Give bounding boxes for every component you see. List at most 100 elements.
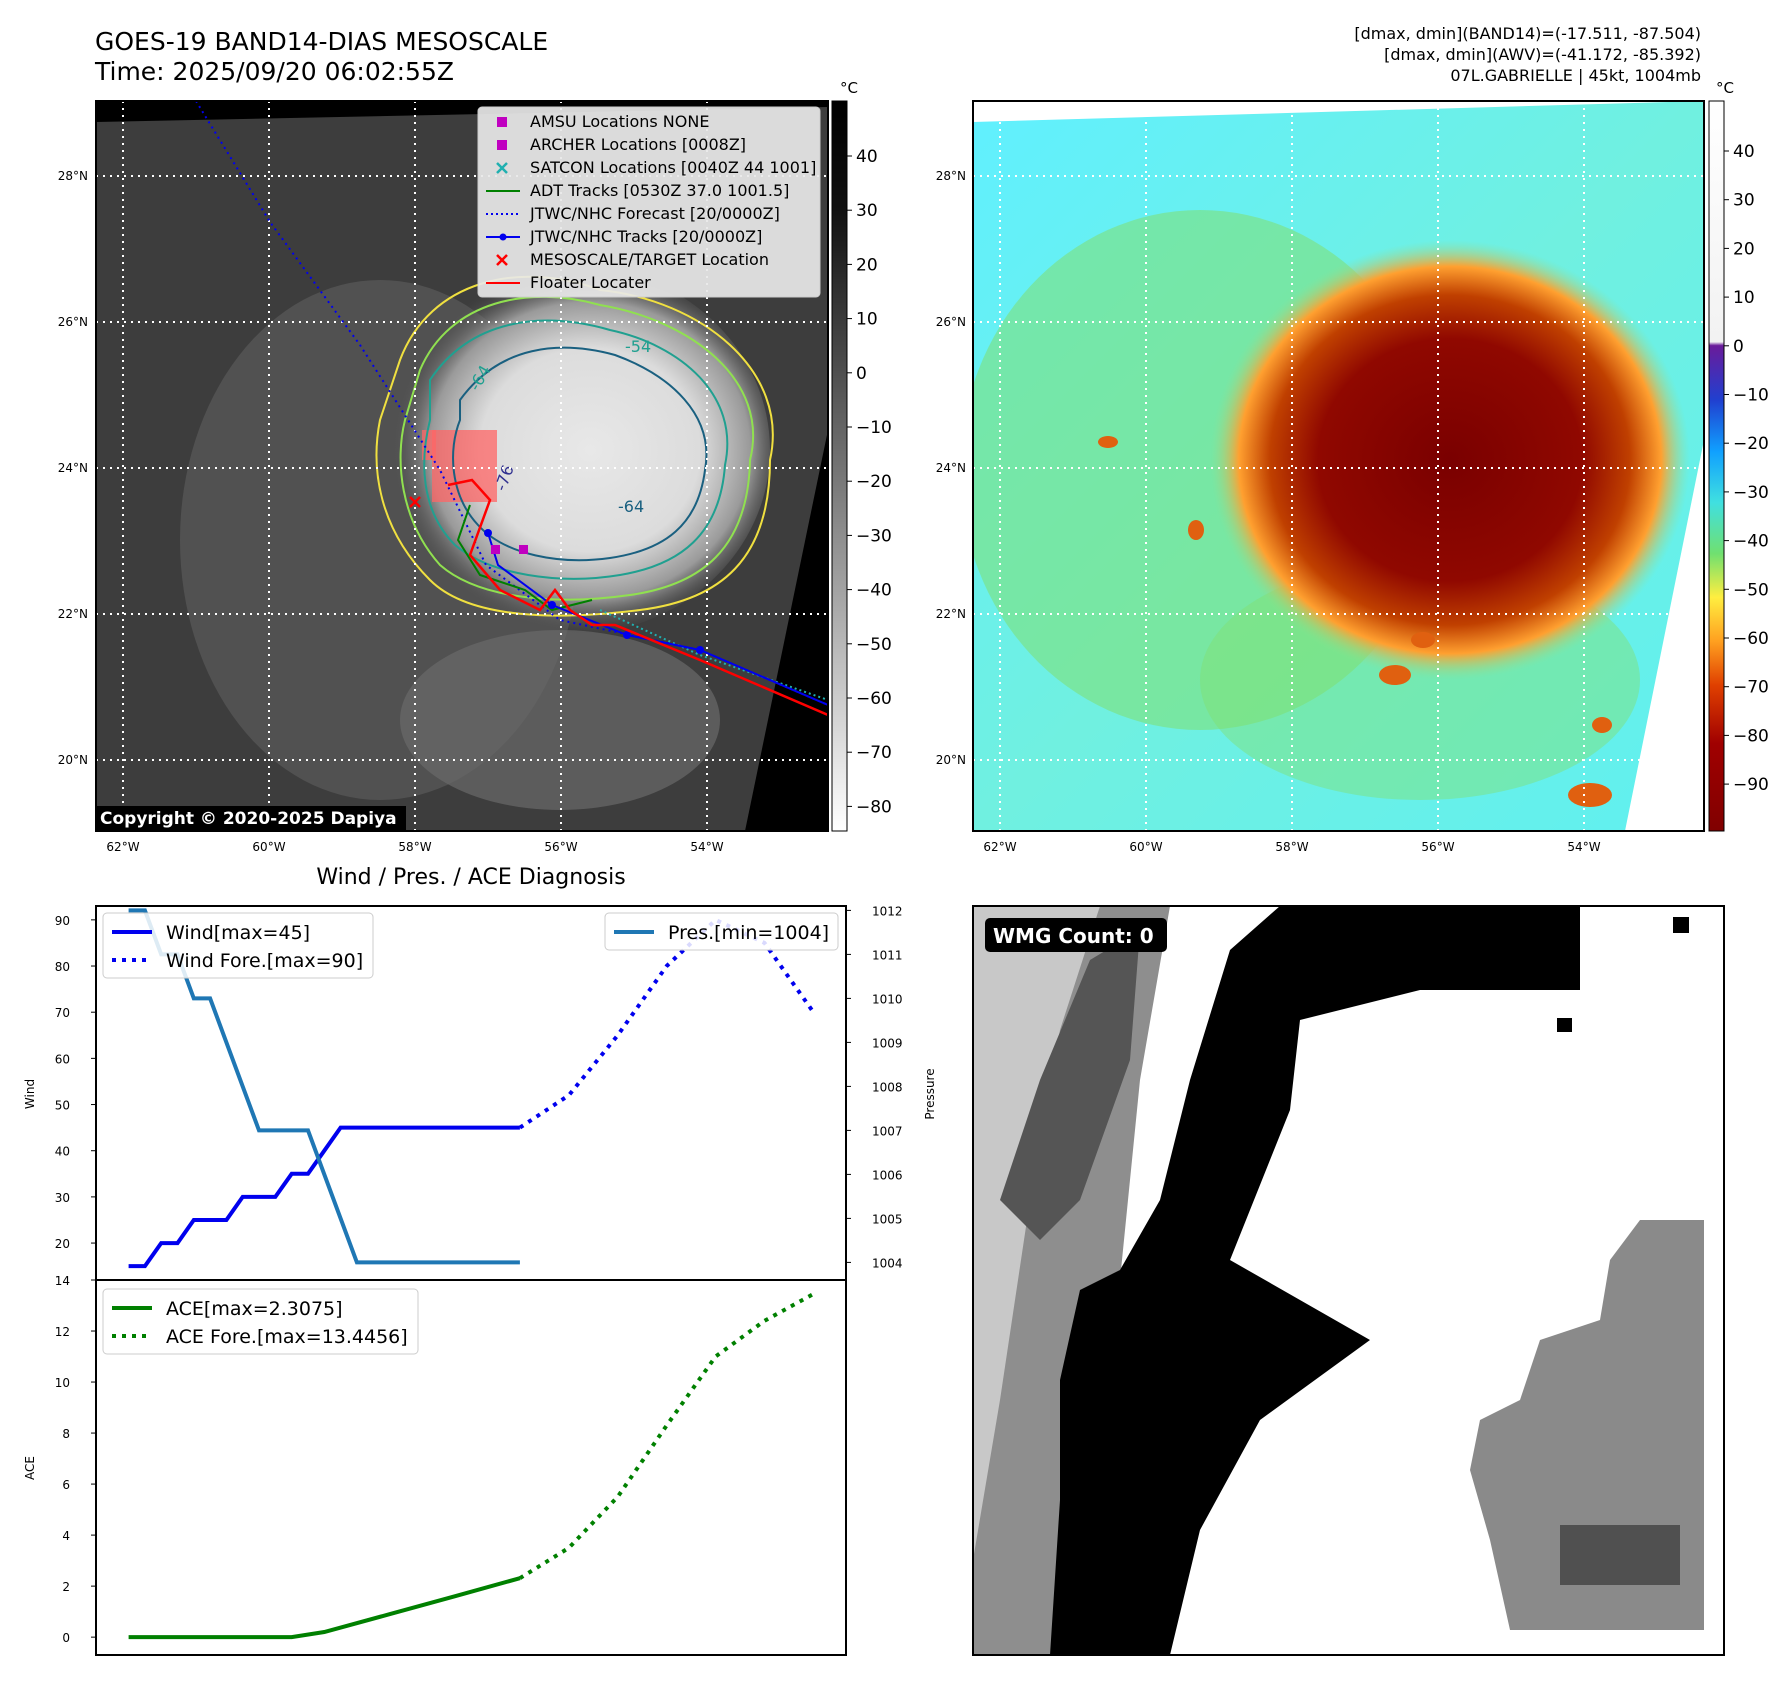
- copyright-text: Copyright © 2020-2025 Dapiya: [100, 809, 397, 829]
- color-cbar-tick-label: −60: [1733, 629, 1769, 649]
- wind-ytick-label: 60: [55, 1052, 70, 1066]
- map-legend-row: ARCHER Locations [0008Z]: [497, 135, 746, 154]
- gray-cbar-tick-label: −20: [856, 472, 892, 492]
- wind-ytick-label: 30: [55, 1191, 70, 1205]
- pressure-legend-label: Pres.[min=1004]: [668, 922, 829, 944]
- color-cbar-tick-label: −10: [1733, 386, 1769, 406]
- contour-label-1: -54: [625, 337, 651, 356]
- pressure-ytick-label: 1006: [872, 1168, 903, 1182]
- map1-legend: AMSU Locations NONE ARCHER Locations [000…: [477, 106, 821, 298]
- color-cbar-tick-label: 30: [1733, 191, 1755, 211]
- svg-text:58°W: 58°W: [398, 840, 431, 854]
- gray-cbar-tick-label: 20: [856, 255, 878, 275]
- pressure-ytick-label: 1008: [872, 1080, 903, 1094]
- ir-grayscale-map: -54 -64 -64 -76: [58, 100, 829, 854]
- ace-series-line: [128, 1576, 521, 1640]
- svg-text:54°W: 54°W: [690, 840, 723, 854]
- nhc-track: [487, 532, 828, 706]
- map-legend-label: SATCON Locations [0040Z 44 1001]: [530, 158, 816, 177]
- gray-cbar-tick-label: −50: [856, 635, 892, 655]
- svg-text:26°N: 26°N: [936, 315, 966, 329]
- ace-legend: ACE[max=2.3075] ACE Fore.[max=13.4456]: [102, 1288, 419, 1355]
- svg-text:58°W: 58°W: [1275, 840, 1308, 854]
- map2-gridlines: [973, 101, 1704, 831]
- svg-text:62°W: 62°W: [983, 840, 1016, 854]
- map-legend-row: JTWC/NHC Tracks [20/0000Z]: [486, 227, 762, 246]
- legend-x-marker: [496, 254, 508, 266]
- legend-x-marker: [496, 162, 508, 174]
- color-cbar-tick-label: 10: [1733, 288, 1755, 308]
- gray-cbar-tick-label: 30: [856, 201, 878, 221]
- nhc-track-dots: [484, 529, 704, 654]
- color-cbar-tick-label: −20: [1733, 434, 1769, 454]
- legend-dot-marker: [499, 233, 507, 241]
- gray-cbar-tick-label: −80: [856, 797, 892, 817]
- svg-text:60°W: 60°W: [1129, 840, 1162, 854]
- gray-cbar-tick-label: −30: [856, 526, 892, 546]
- wmg-panel: WMG Count: 0: [972, 905, 1725, 1656]
- color-cbar-tick-label: −80: [1733, 726, 1769, 746]
- ace-axis-label: ACE: [23, 1456, 37, 1480]
- ace-plot: 14 12 10 8 6 4 2 0 ACE ACE[max=2.3075] ACE Fore…: [23, 1274, 847, 1656]
- gray-cbar-tick-label: −40: [856, 581, 892, 601]
- ace-forecast-legend-label: ACE Fore.[max=13.4456]: [166, 1326, 408, 1348]
- storm-color-shield: [1210, 240, 1690, 680]
- wmg-dark-patch: [1560, 1525, 1680, 1585]
- wmg-black-dot-1: [1673, 917, 1689, 933]
- map2-frame: [972, 100, 1705, 832]
- contour-darkteal: [452, 346, 708, 562]
- map1-gridlines: [96, 101, 828, 831]
- map-legend-row: SATCON Locations [0040Z 44 1001]: [496, 158, 816, 177]
- color-cbar-tick-label: 40: [1733, 142, 1755, 162]
- gray-cbar-tick-label: −60: [856, 689, 892, 709]
- map1-lon-labels: 62°W 60°W 58°W 56°W 54°W: [106, 840, 723, 854]
- pressure-ytick-label: 1005: [872, 1212, 903, 1226]
- wind-series-line: [128, 1125, 520, 1269]
- wmg-midgray-region: [973, 906, 1170, 1655]
- svg-text:22°N: 22°N: [58, 607, 88, 621]
- wind-ytick-label: 80: [55, 960, 70, 974]
- dmax-awv-text: [dmax, dmin](AWV)=(-41.172, -85.392): [1384, 45, 1701, 64]
- ir-color-map: 28°N 26°N 24°N 22°N 20°N 62°W 60°W 58°W …: [936, 100, 1705, 854]
- ace-ytick-label: 14: [55, 1274, 70, 1288]
- color-cbar-tick-label: −90: [1733, 775, 1769, 795]
- ace-ytick-label: 12: [55, 1325, 70, 1339]
- gray-cbar-tick-label: 10: [856, 310, 878, 330]
- color-no-data-right: [1625, 440, 1704, 831]
- convective-cells: [1098, 436, 1612, 807]
- svg-text:26°N: 26°N: [58, 315, 88, 329]
- ace-ytick-label: 10: [55, 1376, 70, 1390]
- map-legend-label: ARCHER Locations [0008Z]: [530, 135, 746, 154]
- pressure-axis-label: Pressure: [923, 1068, 937, 1119]
- legend-square-marker: [497, 117, 507, 127]
- svg-text:28°N: 28°N: [58, 169, 88, 183]
- ace-ytick-label: 6: [62, 1478, 70, 1492]
- svg-text:62°W: 62°W: [106, 840, 139, 854]
- wind-ytick-label: 50: [55, 1099, 70, 1113]
- no-data-right: [745, 430, 828, 831]
- contour-teal: [423, 319, 729, 580]
- map-legend-row: JTWC/NHC Forecast [20/0000Z]: [486, 204, 780, 223]
- color-cbar-tick-label: −50: [1733, 580, 1769, 600]
- svg-text:20°N: 20°N: [58, 753, 88, 767]
- wmg-black-dot-2: [1557, 1018, 1572, 1032]
- wind-legend-label: Wind[max=45]: [166, 922, 310, 944]
- svg-text:22°N: 22°N: [936, 607, 966, 621]
- color-no-data-top: [973, 101, 1704, 122]
- pressure-ytick-label: 1011: [872, 948, 903, 962]
- ace-ytick-label: 8: [62, 1427, 70, 1441]
- mesoscale-target-box: [432, 430, 497, 502]
- cloud-band-south: [400, 630, 720, 810]
- no-data-top: [96, 101, 828, 122]
- wmg-frame: [972, 905, 1725, 1656]
- map-legend-row: AMSU Locations NONE: [497, 112, 709, 131]
- map2-lat-labels: 28°N 26°N 24°N 22°N 20°N: [936, 169, 966, 767]
- ace-ytick-label: 2: [62, 1580, 70, 1594]
- archer-markers: [491, 545, 528, 554]
- svg-text:28°N: 28°N: [936, 169, 966, 183]
- floater-track: [447, 478, 828, 717]
- pressure-ytick-label: 1004: [872, 1256, 903, 1270]
- wind-ytick-label: 20: [55, 1237, 70, 1251]
- ace-ytick-label: 4: [62, 1529, 70, 1543]
- storm-cloud-shield: [370, 265, 770, 635]
